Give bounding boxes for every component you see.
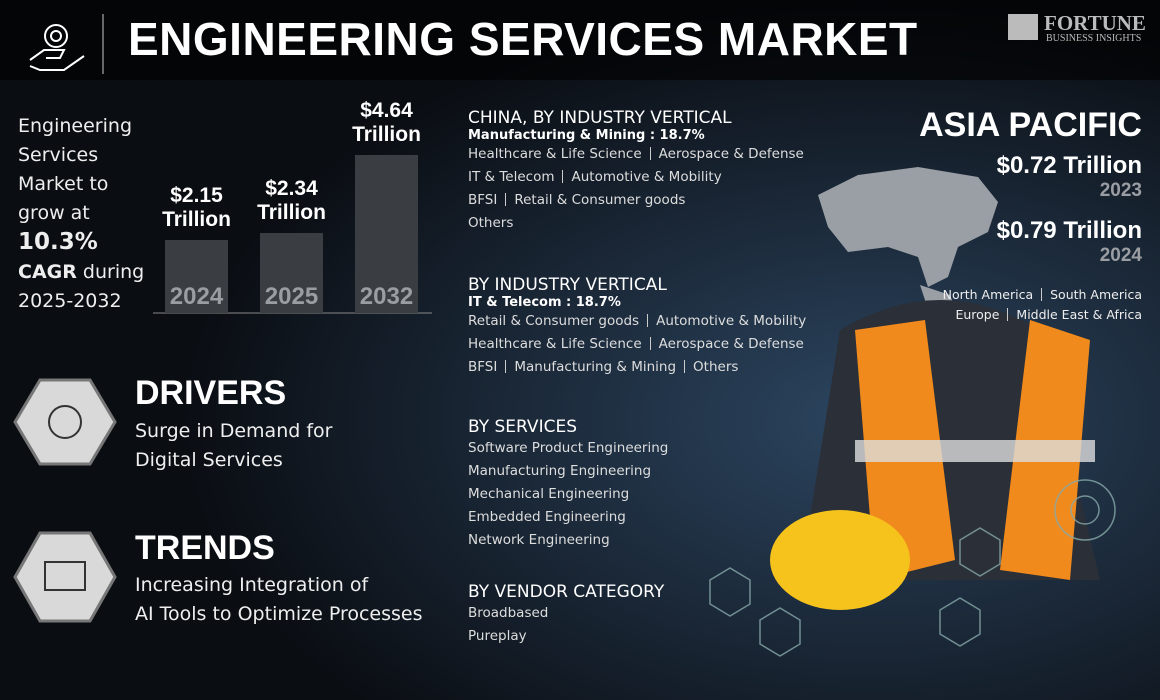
item: Aerospace & Defense — [658, 336, 804, 352]
region-value: $0.72 Trillion — [996, 152, 1142, 179]
item: Network Engineering — [468, 532, 610, 548]
separator — [562, 170, 564, 183]
separator — [505, 360, 507, 373]
segment: BY INDUSTRY VERTICAL IT & Telecom : 18.7%… — [468, 275, 806, 379]
line: Increasing Integration of — [135, 574, 369, 596]
item: Broadbased — [468, 605, 549, 621]
bar-year: 2025 — [264, 283, 319, 310]
cagr-label: CAGR — [18, 261, 77, 283]
bar-label: $2.15 Trillion — [145, 184, 248, 232]
segment-title: CHINA, BY INDUSTRY VERTICAL — [468, 108, 732, 128]
region: Europe — [955, 307, 1000, 322]
item: Embedded Engineering — [468, 509, 626, 525]
line: Digital Services — [135, 449, 283, 471]
intro-text: Engineering Services Market to grow at — [18, 115, 132, 224]
cagr: 10.3% — [18, 229, 98, 255]
value-label: $4.64 — [360, 99, 413, 123]
bar-year: 2032 — [359, 283, 414, 310]
separator — [684, 360, 686, 373]
region-year: 2024 — [1099, 245, 1142, 266]
segment-title: BY VENDOR CATEGORY — [468, 582, 665, 602]
separator — [647, 314, 649, 327]
separator — [649, 147, 651, 160]
item: Manufacturing & Mining — [514, 359, 677, 375]
bar — [165, 239, 228, 313]
unit: Trillion — [162, 207, 231, 231]
region: South America — [1050, 287, 1142, 302]
intro: Engineering Services Market to grow at 10… — [18, 112, 148, 316]
separator — [649, 337, 651, 350]
trends-text: Increasing Integration of AI Tools to Opt… — [135, 571, 423, 629]
value-label: $2.15 — [170, 183, 223, 207]
value-label: $2.34 — [265, 177, 318, 201]
bar-label: $4.64 Trillion — [335, 99, 438, 147]
item: Automotive & Mobility — [656, 313, 807, 329]
item: Others — [693, 359, 739, 375]
item: Others — [468, 215, 514, 231]
separator — [1041, 288, 1043, 301]
item-row: Healthcare & Life Science Aerospace & Def… — [468, 143, 804, 166]
item: BFSI — [468, 192, 498, 208]
region: Middle East & Africa — [1016, 307, 1142, 322]
item: Manufacturing Engineering — [468, 463, 652, 479]
region-title: ASIA PACIFIC — [919, 106, 1142, 144]
item-row: Retail & Consumer goods Automotive & Mobi… — [468, 310, 806, 333]
bar-year: 2024 — [169, 283, 224, 310]
unit: Trillion — [352, 123, 421, 147]
item-row: BFSI Manufacturing & Mining Others — [468, 356, 806, 379]
item: Aerospace & Defense — [658, 146, 804, 162]
item-row: Healthcare & Life Science Aerospace & Def… — [468, 333, 806, 356]
segment: BY VENDOR CATEGORY Broadbased Pureplay — [468, 582, 664, 648]
unit: Trillion — [257, 201, 326, 225]
drivers-title: DRIVERS — [135, 374, 287, 412]
highlight: Manufacturing & Mining : 18.7% — [468, 128, 705, 143]
segment-title: BY INDUSTRY VERTICAL — [468, 275, 667, 295]
region-year: 2023 — [1099, 180, 1142, 201]
period: during 2025-2032 — [18, 261, 145, 312]
item: Pureplay — [468, 628, 527, 644]
title: ENGINEERING SERVICES MARKET — [128, 13, 918, 65]
item: Software Product Engineering — [468, 440, 669, 456]
other-regions: North America South America Europe Middle E… — [943, 285, 1142, 325]
item: IT & Telecom — [468, 169, 555, 185]
region-value: $0.79 Trillion — [996, 217, 1142, 244]
item: Healthcare & Life Science — [468, 146, 642, 162]
region-stats: $0.72 Trillion 2023 $0.79 Trillion 2024 — [997, 152, 1142, 282]
brand: FORTUNE — [1044, 11, 1146, 35]
brand-sub: BUSINESS INSIGHTS — [1046, 33, 1142, 44]
item-row: BFSI Retail & Consumer goods — [468, 189, 804, 212]
line: Surge in Demand for — [135, 420, 333, 442]
item: Healthcare & Life Science — [468, 336, 642, 352]
separator — [1007, 308, 1009, 321]
region-row: North America South America — [943, 285, 1142, 305]
item: Mechanical Engineering — [468, 486, 630, 502]
item: BFSI — [468, 359, 498, 375]
item: Automotive & Mobility — [571, 169, 722, 185]
segment: BY SERVICES Software Product Engineering M… — [468, 417, 668, 552]
trends-title: TRENDS — [135, 529, 275, 567]
drivers-text: Surge in Demand for Digital Services — [135, 417, 332, 475]
highlight: IT & Telecom : 18.7% — [468, 295, 621, 310]
bar — [355, 155, 418, 313]
line: AI Tools to Optimize Processes — [135, 603, 423, 625]
item: Retail & Consumer goods — [514, 192, 686, 208]
bar — [260, 233, 323, 313]
bar-label: $2.34 Trillion — [240, 177, 343, 225]
segment-title: BY SERVICES — [468, 417, 577, 437]
segment: CHINA, BY INDUSTRY VERTICAL Manufacturing… — [468, 108, 804, 235]
item-row: Others — [468, 212, 804, 235]
item: Retail & Consumer goods — [468, 313, 640, 329]
region-row: Europe Middle East & Africa — [943, 305, 1142, 325]
separator — [505, 193, 507, 206]
item-row: IT & Telecom Automotive & Mobility — [468, 166, 804, 189]
region: North America — [942, 287, 1034, 302]
